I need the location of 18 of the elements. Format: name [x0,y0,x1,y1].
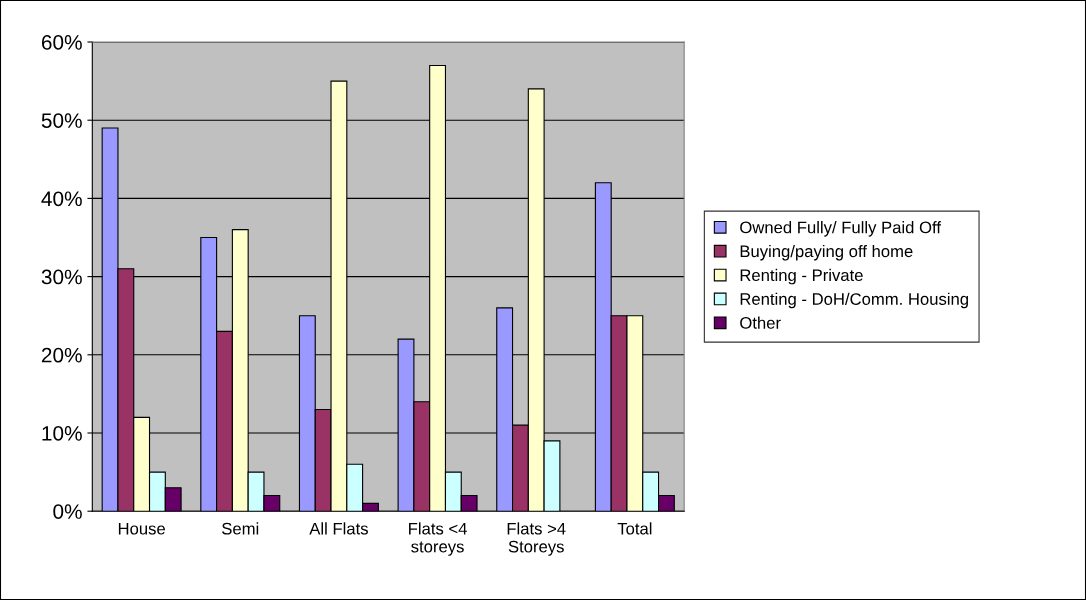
y-tick-label: 50% [41,113,82,128]
y-tick-label: 20% [41,347,82,363]
legend-label: Buying/paying off home [740,244,913,261]
legend-label: Renting - Private [740,268,863,285]
y-tick-label: 60% [41,35,82,50]
x-tick-label: Total [617,522,652,535]
x-tick-label: Flats >4 Storeys [507,522,566,556]
legend-label: Other [740,316,781,329]
y-tick-label: 0% [53,504,82,519]
y-tick-label: 10% [42,426,82,441]
x-tick-label: House [118,522,165,535]
x-tick-label: All Flats [309,522,368,535]
x-tick-label: Semi [222,522,259,535]
y-tick-label: 30% [41,269,82,285]
legend-label: Owned Fully/ Fully Paid Off [740,221,942,237]
y-tick-label: 40% [41,191,82,207]
x-tick-label: Flats <4 storeys [409,522,467,556]
legend-label: Renting - DoH/Comm. Housing [740,292,968,309]
